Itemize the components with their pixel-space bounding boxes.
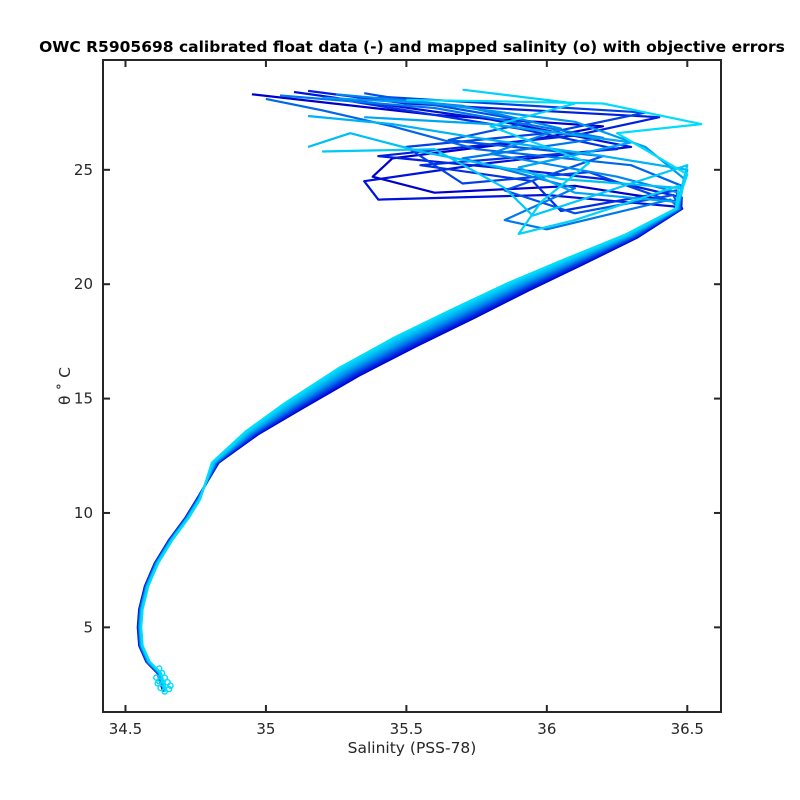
chart-title: OWC R5905698 calibrated float data (-) a… <box>39 38 785 56</box>
x-tick-label: 35 <box>256 720 275 738</box>
profile-line-cycle-7 <box>138 97 683 692</box>
y-tick-label: 20 <box>74 275 93 293</box>
mapped-salinity-marker <box>158 669 166 677</box>
plot-frame <box>102 59 722 713</box>
profile-line-cycle-14 <box>139 148 689 692</box>
y-axis: 5 10 15 20 25 <box>74 161 721 636</box>
mapped-salinity-marker <box>167 682 174 689</box>
x-axis: 34.5 35 35.5 36 36.5 <box>109 60 704 738</box>
profile-line-cycle-9 <box>138 93 680 692</box>
profile-line-cycle-11 <box>139 116 679 692</box>
x-tick-label: 36.5 <box>671 720 704 738</box>
profile-line-cycle-16 <box>140 98 703 692</box>
mapped-salinity-marker <box>161 674 169 681</box>
y-tick-label: 5 <box>83 618 93 636</box>
mapped-salinity-marker <box>155 665 163 672</box>
x-tick-label: 34.5 <box>109 720 142 738</box>
y-axis-label: θ ˚ C <box>56 367 74 405</box>
y-tick-label: 15 <box>74 390 93 408</box>
profile-line-cycle-8 <box>138 94 681 692</box>
mapped-salinity-marker <box>161 688 169 695</box>
y-tick-label: 10 <box>74 504 93 522</box>
x-axis-label: Salinity (PSS-78) <box>348 739 477 757</box>
profile-line-cycle-15 <box>139 88 680 692</box>
x-tick-label: 35.5 <box>390 720 423 738</box>
mapped-salinity-marker <box>155 677 163 685</box>
profile-line-cycle-1 <box>136 93 684 692</box>
mapped-salinity-marker <box>157 684 164 692</box>
x-tick-label: 36 <box>537 720 556 738</box>
y-tick-label: 25 <box>74 161 93 179</box>
series-layer <box>136 88 703 695</box>
